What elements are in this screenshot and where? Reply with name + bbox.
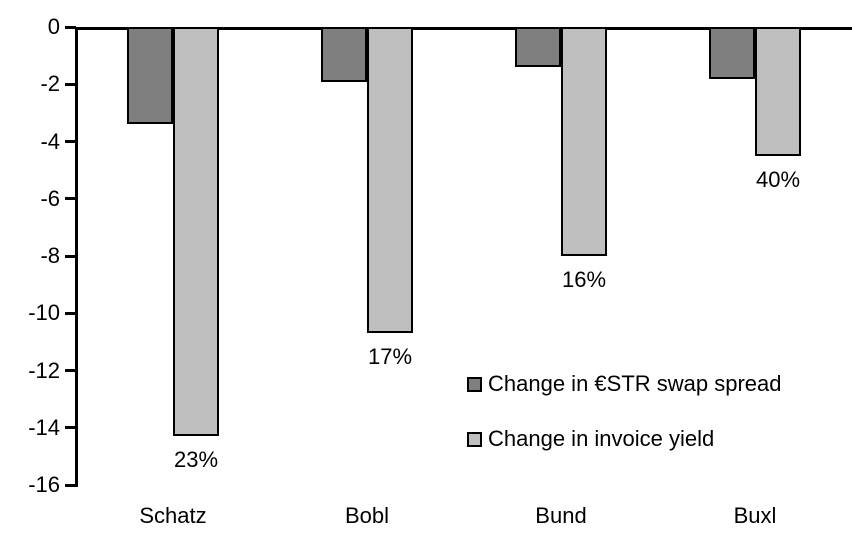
zero-axis-line	[75, 27, 852, 30]
category-label-schatz: Schatz	[139, 503, 207, 528]
legend-entry-swap-spread: Change in €STR swap spread	[467, 371, 782, 397]
bar-invoice-yield-buxl	[755, 27, 801, 156]
bar-swap-spread-bund	[515, 27, 561, 68]
legend-label-invoice-yield: Change in invoice yield	[488, 426, 715, 451]
bar-swap-spread-buxl	[709, 27, 755, 79]
y-tick-label: 0	[47, 14, 60, 39]
data-label-bund: 16%	[561, 267, 607, 293]
y-tick-mark	[65, 369, 76, 372]
legend-swatch-swap-spread-icon	[467, 376, 482, 392]
bar-swap-spread-schatz	[127, 27, 173, 125]
y-tick-mark	[65, 140, 76, 143]
legend-entry-invoice-yield: Change in invoice yield	[467, 426, 782, 452]
y-tick-label: -16	[28, 472, 60, 497]
category-label-bund: Bund	[535, 503, 587, 528]
bar-swap-spread-bobl	[321, 27, 367, 82]
y-tick-mark	[65, 426, 76, 430]
y-tick-mark	[65, 254, 76, 258]
y-tick-mark	[65, 483, 76, 487]
y-tick-label: -4	[40, 128, 60, 154]
y-tick-label: -12	[28, 357, 60, 383]
category-label-buxl: Buxl	[733, 503, 777, 528]
bar-invoice-yield-bund	[561, 27, 607, 257]
data-label-bobl: 17%	[367, 344, 413, 370]
legend: Change in €STR swap spread Change in inv…	[467, 371, 782, 481]
y-axis-line	[75, 27, 78, 487]
y-tick-label: -6	[40, 185, 60, 211]
y-tick-mark	[65, 311, 76, 315]
y-tick-label: -2	[40, 71, 60, 97]
legend-swatch-invoice-yield-icon	[467, 431, 482, 447]
data-label-buxl: 40%	[755, 166, 801, 192]
category-label-bobl: Bobl	[344, 503, 390, 528]
y-tick-mark	[65, 25, 76, 29]
legend-label-swap-spread: Change in €STR swap spread	[488, 371, 782, 396]
y-tick-mark	[65, 197, 76, 201]
y-tick-label: -10	[28, 300, 60, 326]
data-label-schatz: 23%	[173, 447, 219, 473]
bar-invoice-yield-schatz	[173, 27, 219, 437]
y-tick-label: -8	[40, 243, 60, 268]
bar-invoice-yield-bobl	[367, 27, 413, 334]
y-tick-mark	[65, 82, 76, 86]
y-tick-label: -14	[28, 414, 60, 440]
